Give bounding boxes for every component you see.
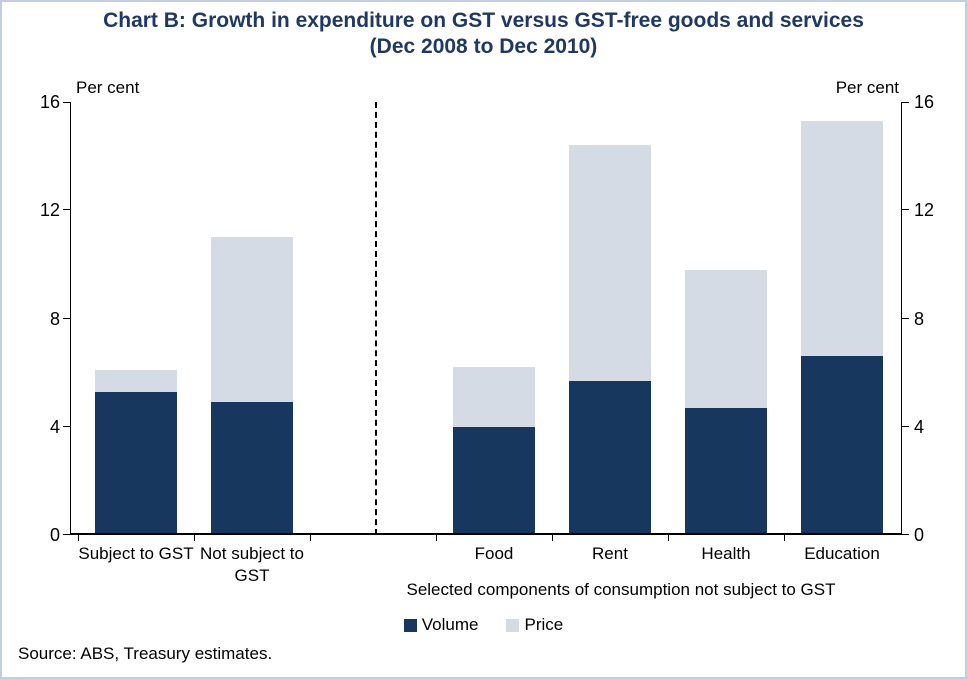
category-label-not-subject-to-gst: Not subject to GST xyxy=(200,544,304,586)
volume-bar-education xyxy=(801,356,883,535)
chart-title: Chart B: Growth in expenditure on GST ve… xyxy=(103,9,864,32)
price-bar-subject-to-gst xyxy=(95,369,177,392)
legend-item-volume: Volume xyxy=(403,615,479,635)
volume-bar-rent xyxy=(569,380,651,535)
volume-swatch-icon xyxy=(403,618,417,632)
y-axis-label-right: Per cent xyxy=(835,78,899,97)
y-tick-left xyxy=(63,102,70,103)
category-label-rent: Rent xyxy=(592,544,628,563)
y-tick-right xyxy=(902,425,909,427)
y-tick-label-right: 4 xyxy=(914,416,925,437)
x-tick xyxy=(78,535,79,541)
y-tick-right xyxy=(902,317,909,319)
x-tick xyxy=(552,535,553,541)
y-tick-left xyxy=(63,317,70,319)
category-label-education: Education xyxy=(804,544,880,563)
x-axis-group-label: Selected components of consumption not s… xyxy=(406,580,836,599)
y-tick-left xyxy=(63,209,70,211)
y-axis-left-line xyxy=(70,102,71,535)
x-tick xyxy=(310,535,311,541)
volume-bar-health xyxy=(685,407,767,535)
legend: Volume Price xyxy=(2,615,965,635)
plot-area xyxy=(63,102,909,541)
chart-subtitle: (Dec 2008 to Dec 2010) xyxy=(369,35,598,58)
y-axis-label-left: Per cent xyxy=(76,78,140,97)
y-tick-label-left: 12 xyxy=(39,200,60,221)
y-tick-label-left: 4 xyxy=(49,416,60,437)
price-bar-rent xyxy=(569,145,651,381)
price-swatch-icon xyxy=(506,618,520,632)
source-note: Source: ABS, Treasury estimates. xyxy=(18,644,273,663)
y-tick-label-left: 16 xyxy=(39,92,60,112)
category-label-health: Health xyxy=(701,544,751,563)
volume-bar-subject-to-gst xyxy=(95,391,177,535)
price-bar-not-subject-to-gst xyxy=(211,237,293,403)
y-tick-label-right: 16 xyxy=(914,92,935,112)
legend-item-price: Price xyxy=(506,615,563,635)
x-tick xyxy=(784,535,785,541)
group-divider-line xyxy=(375,102,377,535)
legend-label-price: Price xyxy=(524,615,564,634)
category-label-food: Food xyxy=(474,544,514,563)
category-label-subject-to-gst: Subject to GST xyxy=(78,544,194,563)
y-tick-label-left: 0 xyxy=(49,525,60,545)
y-tick-label-right: 0 xyxy=(914,525,925,545)
y-tick-right xyxy=(902,102,909,103)
x-tick xyxy=(668,535,669,541)
price-bar-health xyxy=(685,269,767,408)
x-tick xyxy=(436,535,437,541)
y-axis-right-line xyxy=(901,102,902,535)
y-tick-right xyxy=(902,209,909,211)
y-tick-label-left: 8 xyxy=(49,308,60,329)
y-tick-left xyxy=(63,425,70,427)
price-bar-education xyxy=(801,120,883,357)
y-tick-label-right: 12 xyxy=(914,200,935,221)
legend-label-volume: Volume xyxy=(421,615,479,634)
volume-bar-food xyxy=(453,426,535,535)
x-axis-line xyxy=(70,533,902,535)
y-tick-left xyxy=(63,534,70,535)
volume-bar-not-subject-to-gst xyxy=(211,402,293,535)
y-tick-right xyxy=(902,534,909,535)
y-tick-label-right: 8 xyxy=(914,308,925,329)
x-tick xyxy=(194,535,195,541)
price-bar-food xyxy=(453,367,535,427)
